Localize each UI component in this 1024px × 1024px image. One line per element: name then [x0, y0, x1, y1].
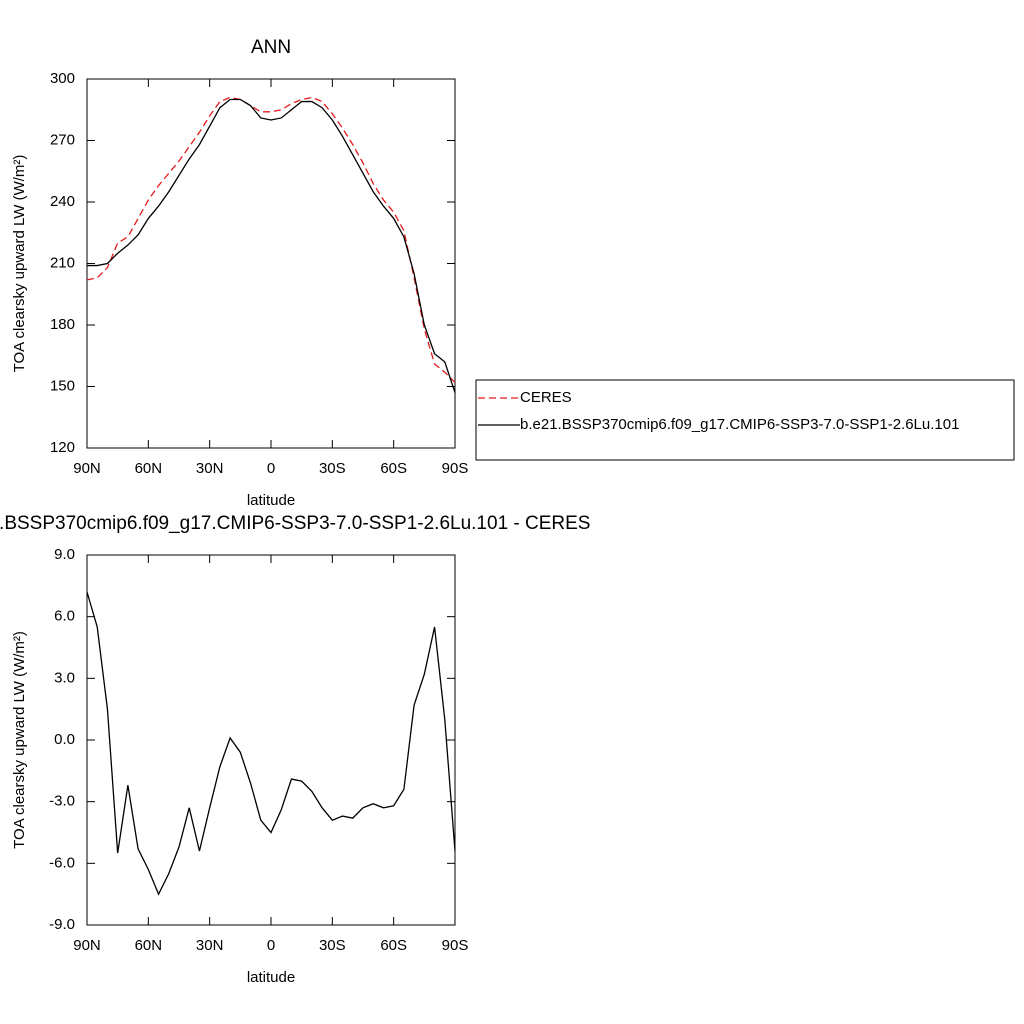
y-tick-label: 9.0 [54, 546, 75, 563]
x-axis-label: latitude [247, 492, 295, 509]
legend-label: b.e21.BSSP370cmip6.f09_g17.CMIP6-SSP3-7.… [520, 416, 959, 433]
y-tick-label: 270 [50, 131, 75, 148]
legend-box [475, 379, 1015, 461]
y-tick-label: 6.0 [54, 608, 75, 625]
x-tick-label: 60S [380, 460, 407, 477]
x-tick-label: 60S [380, 937, 407, 954]
x-tick-label: 30S [319, 460, 346, 477]
plot-frame [86, 78, 456, 449]
data-line [86, 591, 456, 896]
y-tick-label: -9.0 [49, 916, 75, 933]
y-tick-label: 150 [50, 377, 75, 394]
y-tick-label: 210 [50, 254, 75, 271]
y-tick-label: 120 [50, 439, 75, 456]
y-tick-label: 3.0 [54, 669, 75, 686]
chart-title: ANN [251, 37, 291, 58]
x-tick-label: 90S [442, 460, 469, 477]
legend-label: CERES [520, 389, 572, 406]
y-tick-label: 0.0 [54, 731, 75, 748]
y-tick-label: 240 [50, 193, 75, 210]
data-line [87, 98, 456, 393]
x-tick-label: 90N [73, 937, 101, 954]
data-line [86, 96, 456, 383]
x-tick-label: 30N [196, 937, 224, 954]
x-axis-label: latitude [247, 969, 295, 986]
y-tick-label: 300 [50, 70, 75, 87]
chart-title: b.e21.BSSP370cmip6.f09_g17.CMIP6-SSP3-7.… [0, 513, 590, 534]
plot-frame [86, 554, 456, 926]
x-tick-label: 30S [319, 937, 346, 954]
y-tick-label: -6.0 [49, 854, 75, 871]
x-tick-label: 0 [267, 937, 275, 954]
x-tick-label: 0 [267, 460, 275, 477]
y-axis-label: TOA clearsky upward LW (W/m²) [11, 631, 28, 849]
y-axis-label: TOA clearsky upward LW (W/m²) [11, 155, 28, 373]
x-tick-label: 60N [135, 460, 163, 477]
y-tick-label: 180 [50, 316, 75, 333]
y-tick-label: -3.0 [49, 793, 75, 810]
x-tick-label: 90N [73, 460, 101, 477]
x-tick-label: 90S [442, 937, 469, 954]
x-tick-label: 60N [135, 937, 163, 954]
x-tick-label: 30N [196, 460, 224, 477]
